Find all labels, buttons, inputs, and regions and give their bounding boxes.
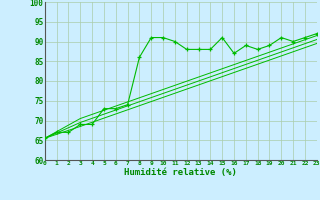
X-axis label: Humidité relative (%): Humidité relative (%) [124,168,237,177]
